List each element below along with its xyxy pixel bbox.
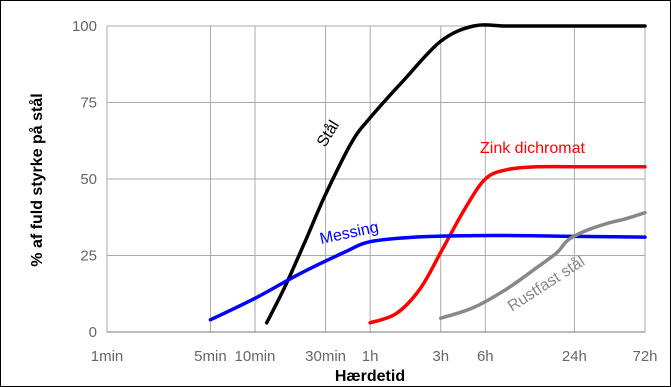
y-tick-label: 0 [89, 324, 97, 341]
x-tick-label: 30min [305, 348, 346, 365]
x-tick-label: 6h [477, 348, 494, 365]
x-tick-labels: 1min 5min 10min 30min 1h 3h 6h 24h 72h [91, 348, 658, 365]
x-tick-label: 72h [632, 348, 657, 365]
x-tick-label: 10min [235, 348, 276, 365]
x-axis-title: Hærdetid [335, 368, 405, 385]
y-tick-label: 100 [72, 18, 97, 35]
messing-curve [208, 233, 647, 322]
y-tick-label: 75 [80, 95, 97, 112]
x-tick-label: 24h [562, 348, 587, 365]
x-tick-label: 1h [362, 348, 379, 365]
series-label-zink: Zink dichromat [480, 140, 585, 157]
y-tick-label: 50 [80, 171, 97, 188]
rustfast-steel-curve [438, 210, 647, 320]
y-tick-label: 25 [80, 248, 97, 265]
y-axis-title: % af fuld styrke på stål [28, 93, 46, 266]
x-tick-label: 1min [91, 348, 124, 365]
y-tick-labels: 0 25 50 75 100 [72, 18, 97, 341]
curves [208, 23, 647, 325]
x-tick-label: 5min [194, 348, 227, 365]
zink-dichromat-curve [368, 164, 647, 325]
x-tick-label: 3h [432, 348, 449, 365]
steel-curve [264, 23, 647, 325]
